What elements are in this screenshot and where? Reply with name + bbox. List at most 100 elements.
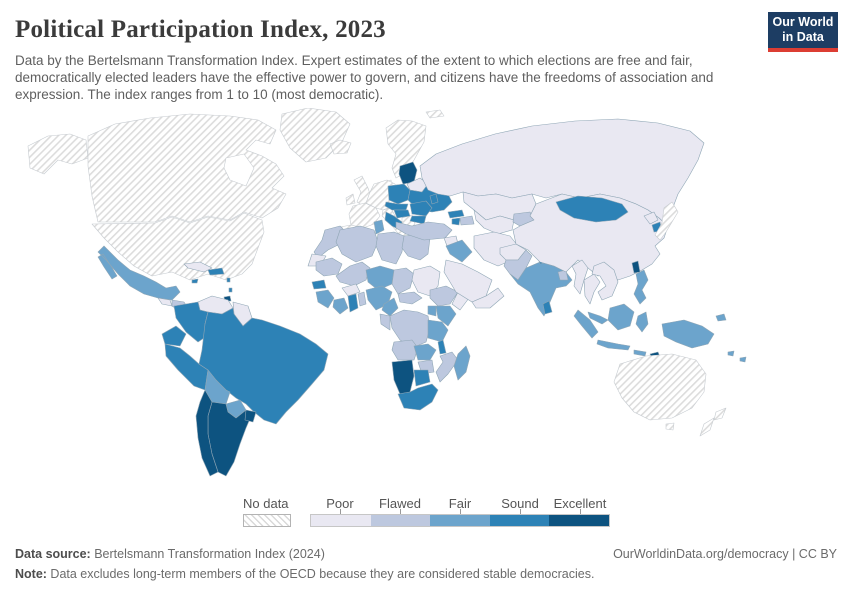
legend-no-data-label: No data — [243, 496, 289, 511]
region-lesser_antilles[interactable] — [226, 277, 233, 293]
region-myanmar[interactable] — [571, 259, 589, 295]
region-uganda[interactable] — [427, 305, 437, 317]
region-mauritania[interactable] — [315, 257, 343, 277]
legend-tick-excellent — [580, 509, 581, 514]
region-armenia[interactable] — [451, 217, 461, 226]
legend-label-fair: Fair — [448, 496, 472, 511]
region-gabon_congo[interactable] — [379, 313, 391, 331]
owid-logo-line1: Our World — [772, 15, 834, 29]
region-libya[interactable] — [375, 231, 405, 265]
region-indochina[interactable] — [591, 261, 619, 301]
region-namibia[interactable] — [391, 359, 415, 395]
region-usa[interactable] — [91, 212, 265, 281]
region-chile[interactable] — [195, 389, 219, 477]
region-south_africa[interactable] — [397, 383, 439, 411]
region-georgia[interactable] — [447, 209, 465, 219]
region-iceland[interactable] — [329, 139, 352, 155]
region-svalbard[interactable] — [425, 109, 445, 119]
region-mozambique[interactable] — [435, 351, 459, 383]
region-japan[interactable] — [654, 201, 679, 241]
region-papua_new_guinea[interactable] — [661, 313, 727, 349]
region-thailand[interactable] — [583, 273, 601, 305]
legend-segment-fair[interactable] — [430, 515, 490, 526]
region-tunisia[interactable] — [373, 219, 385, 235]
region-sri_lanka[interactable] — [542, 300, 553, 315]
legend-segment-sound[interactable] — [489, 515, 550, 526]
region-yemen_oman[interactable] — [471, 287, 505, 309]
legend-segment-flawed[interactable] — [370, 515, 431, 526]
region-botswana[interactable] — [413, 369, 431, 387]
data-source-label: Data source: — [15, 547, 91, 561]
owid-logo-line2: in Data — [782, 30, 824, 44]
note-label: Note: — [15, 567, 47, 581]
region-algeria[interactable] — [335, 225, 379, 263]
region-france[interactable] — [348, 202, 381, 229]
region-benin_togo[interactable] — [357, 291, 367, 307]
legend-segment-excellent[interactable] — [549, 515, 609, 526]
region-india[interactable] — [509, 261, 573, 317]
region-malaysia[interactable] — [587, 311, 609, 325]
region-burkina_faso[interactable] — [341, 283, 361, 297]
region-philippines[interactable] — [633, 269, 649, 305]
legend-label-sound: Sound — [501, 496, 539, 511]
region-greenland[interactable] — [279, 108, 351, 163]
world-choropleth-map — [0, 108, 850, 480]
region-haiti_dominican_republic[interactable] — [207, 267, 225, 276]
region-mexico[interactable] — [97, 245, 181, 301]
region-central_african_republic[interactable] — [397, 291, 423, 305]
region-romania[interactable] — [409, 200, 433, 217]
region-china[interactable] — [512, 193, 669, 281]
region-uruguay[interactable] — [244, 409, 257, 423]
region-canada[interactable] — [87, 113, 287, 223]
region-chad[interactable] — [391, 267, 415, 295]
region-ethiopia[interactable] — [429, 285, 459, 307]
region-guinea[interactable] — [315, 289, 335, 309]
region-ireland[interactable] — [345, 193, 356, 206]
region-zambia[interactable] — [413, 343, 437, 361]
owid-logo[interactable]: Our World in Data — [768, 12, 838, 52]
region-north_korea[interactable] — [643, 211, 659, 225]
legend-tick-fair — [460, 509, 461, 514]
legend-no-data-swatch[interactable] — [243, 514, 291, 527]
owid-link[interactable]: OurWorldinData.org/democracy — [613, 547, 789, 561]
map-legend: No data Poor Flawed Fair Sound Excellent — [0, 496, 850, 532]
attribution-line: OurWorldinData.org/democracy | CC BY — [613, 544, 837, 564]
region-poland[interactable] — [387, 183, 411, 205]
region-pacific_islands[interactable] — [727, 350, 747, 363]
region-australia[interactable] — [613, 353, 707, 431]
region-hungary[interactable] — [393, 209, 411, 219]
region-ghana[interactable] — [347, 293, 359, 313]
region-moldova[interactable] — [429, 193, 439, 205]
page-title: Political Participation Index, 2023 — [15, 16, 386, 43]
page-subtitle: Data by the Bertelsmann Transformation I… — [15, 53, 714, 102]
legend-tick-sound — [520, 509, 521, 514]
region-malawi[interactable] — [437, 339, 447, 355]
region-indonesia[interactable] — [573, 303, 649, 357]
region-alaska[interactable] — [27, 133, 89, 175]
region-azerbaijan[interactable] — [459, 215, 475, 226]
region-kenya[interactable] — [435, 305, 457, 327]
region-cameroon[interactable] — [381, 297, 399, 317]
legend-color-bar — [310, 514, 610, 527]
legend-segment-poor[interactable] — [311, 515, 371, 526]
region-senegal[interactable] — [311, 279, 327, 290]
region-mongolia[interactable] — [555, 195, 629, 223]
region-ecuador[interactable] — [161, 325, 187, 347]
data-source-line: Data source: Bertelsmann Transformation … — [15, 544, 325, 564]
note-text: Data excludes long-term members of the O… — [46, 567, 595, 581]
region-madagascar[interactable] — [453, 345, 471, 381]
region-tanzania[interactable] — [427, 319, 449, 343]
region-turkey[interactable] — [395, 221, 453, 241]
region-new_zealand[interactable] — [699, 407, 727, 437]
license-text: | CC BY — [788, 547, 837, 561]
legend-tick-flawed — [400, 509, 401, 514]
region-jamaica[interactable] — [191, 278, 199, 284]
region-ivory_coast[interactable] — [332, 297, 349, 315]
region-iraq[interactable] — [445, 239, 473, 263]
note-line: Note: Data excludes long-term members of… — [15, 564, 835, 584]
region-angola[interactable] — [391, 339, 419, 361]
region-central_asia[interactable] — [473, 209, 515, 235]
legend-label-flawed: Flawed — [379, 496, 421, 511]
legend-label-poor: Poor — [326, 496, 354, 511]
legend-tick-poor — [340, 509, 341, 514]
